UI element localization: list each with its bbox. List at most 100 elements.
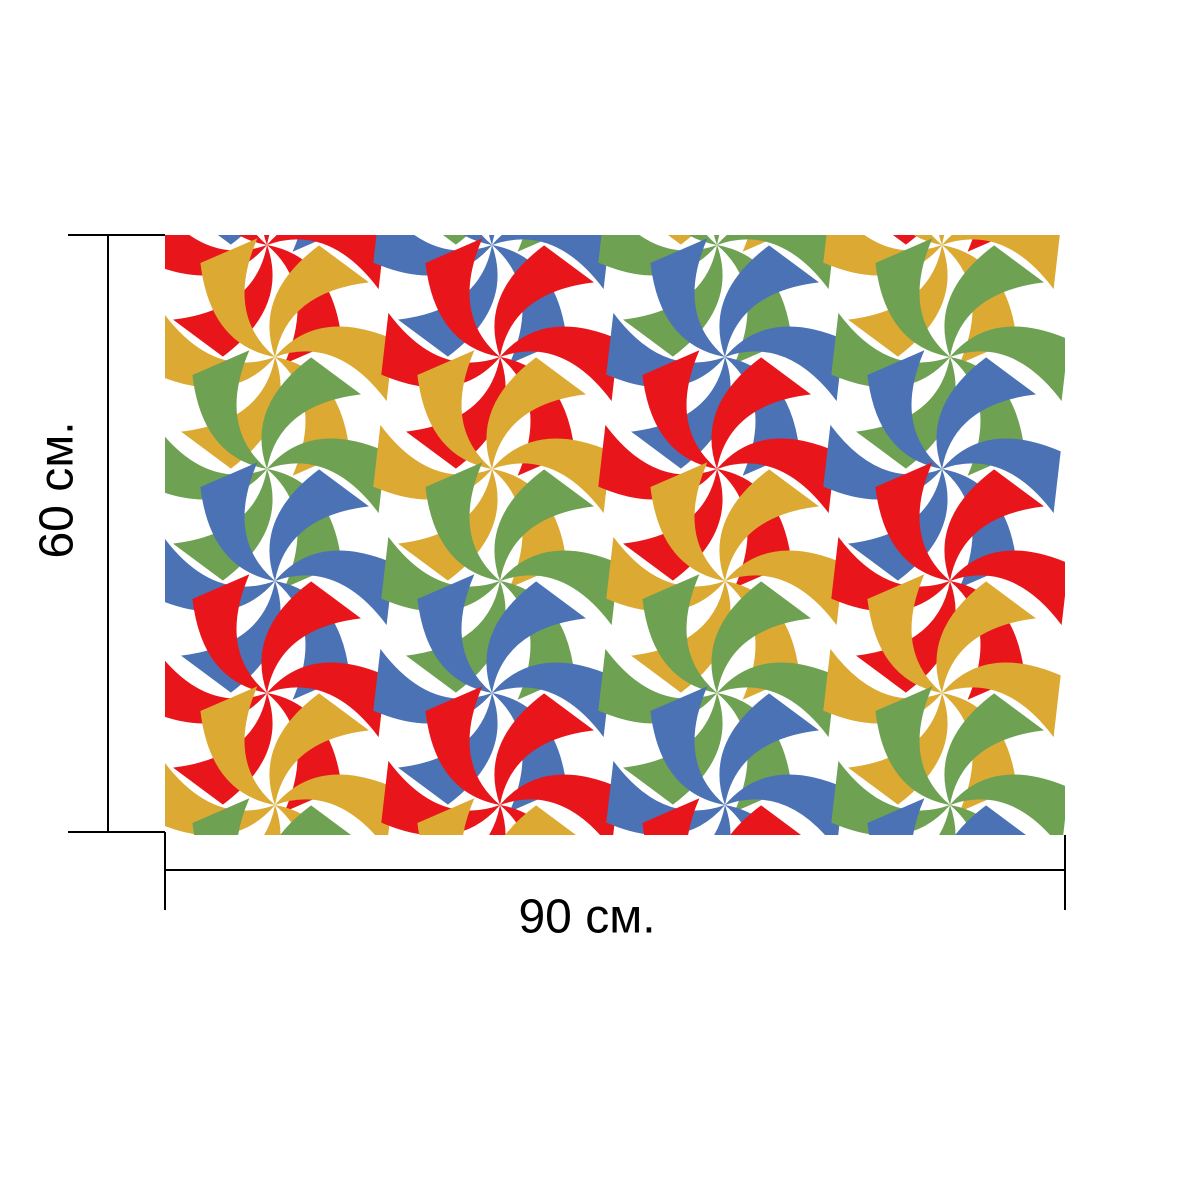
blade [200,14,275,133]
blade [425,462,500,581]
blade [406,581,506,693]
blade [200,462,275,581]
blade [938,235,945,245]
blade [373,873,492,948]
blade [505,805,577,835]
blade [714,805,731,835]
blade [165,314,275,388]
blade [848,917,948,1029]
pinwheel [442,103,619,252]
blade [492,438,611,514]
blade [267,917,342,1036]
blade [831,536,950,612]
swirl-pattern [148,14,1069,1036]
blade [181,581,281,693]
blade [417,574,492,693]
blade [717,887,836,962]
blade [165,538,275,612]
blade [942,887,1061,962]
blade [942,438,1061,514]
blade [494,469,594,581]
blade [867,350,942,469]
blade [944,21,1044,133]
blade [148,873,267,948]
pinwheel [381,462,619,700]
blade [717,662,836,738]
blade [486,357,586,469]
blade [944,469,1044,581]
blade [500,103,619,178]
blade [650,686,725,805]
blade [719,245,819,357]
blade [267,662,386,738]
blade [606,312,725,388]
blade [823,873,942,948]
height-label: 60 см. [31,421,84,558]
blade [275,103,394,178]
blade [425,238,500,357]
pinwheel [823,798,1061,1029]
blade [417,798,475,835]
pinwheel [165,686,394,835]
blade [942,235,1060,290]
pinwheel [373,798,577,948]
blade [267,235,385,290]
blade [725,774,844,835]
blade [667,235,693,245]
blade [688,235,717,245]
blade [381,312,500,388]
blade [950,550,1065,626]
blade [269,245,369,357]
blade [173,917,273,1029]
blade [831,312,950,388]
blade [442,235,468,245]
blade [280,805,352,835]
pinwheel [831,686,1065,835]
blade [867,574,942,693]
blade [261,581,361,693]
blade [275,774,394,835]
blade [275,326,394,402]
pinwheel [892,21,1069,252]
blade [944,245,1044,357]
blade [642,574,717,693]
blade [267,887,386,962]
blade [500,774,619,835]
blade [492,235,610,290]
blade [831,760,950,835]
pinwheel [642,798,836,1036]
blade [500,550,619,626]
blade [156,89,275,164]
blade [717,438,836,514]
blade [875,686,950,805]
blade [406,357,506,469]
blade [425,686,500,805]
pinwheel [650,14,844,252]
blade [950,103,1069,178]
blade [500,326,619,402]
blade [292,235,332,252]
blade [261,357,361,469]
blade [711,581,811,693]
blade [269,21,369,133]
blade [719,469,819,581]
blade [263,235,270,245]
blade [936,581,1036,693]
blade [269,469,369,581]
blade [913,235,942,245]
blade [856,581,956,693]
blade [936,357,1036,469]
blade [856,357,956,469]
blade [192,574,267,693]
blade [650,238,725,357]
blade [200,686,275,805]
blade [650,14,725,133]
blade [942,662,1061,738]
pinwheel [156,14,394,252]
blade [192,798,250,835]
blade [486,581,586,693]
blade [725,103,844,178]
blade [517,235,557,252]
blade [488,235,495,245]
blade [717,917,792,1036]
